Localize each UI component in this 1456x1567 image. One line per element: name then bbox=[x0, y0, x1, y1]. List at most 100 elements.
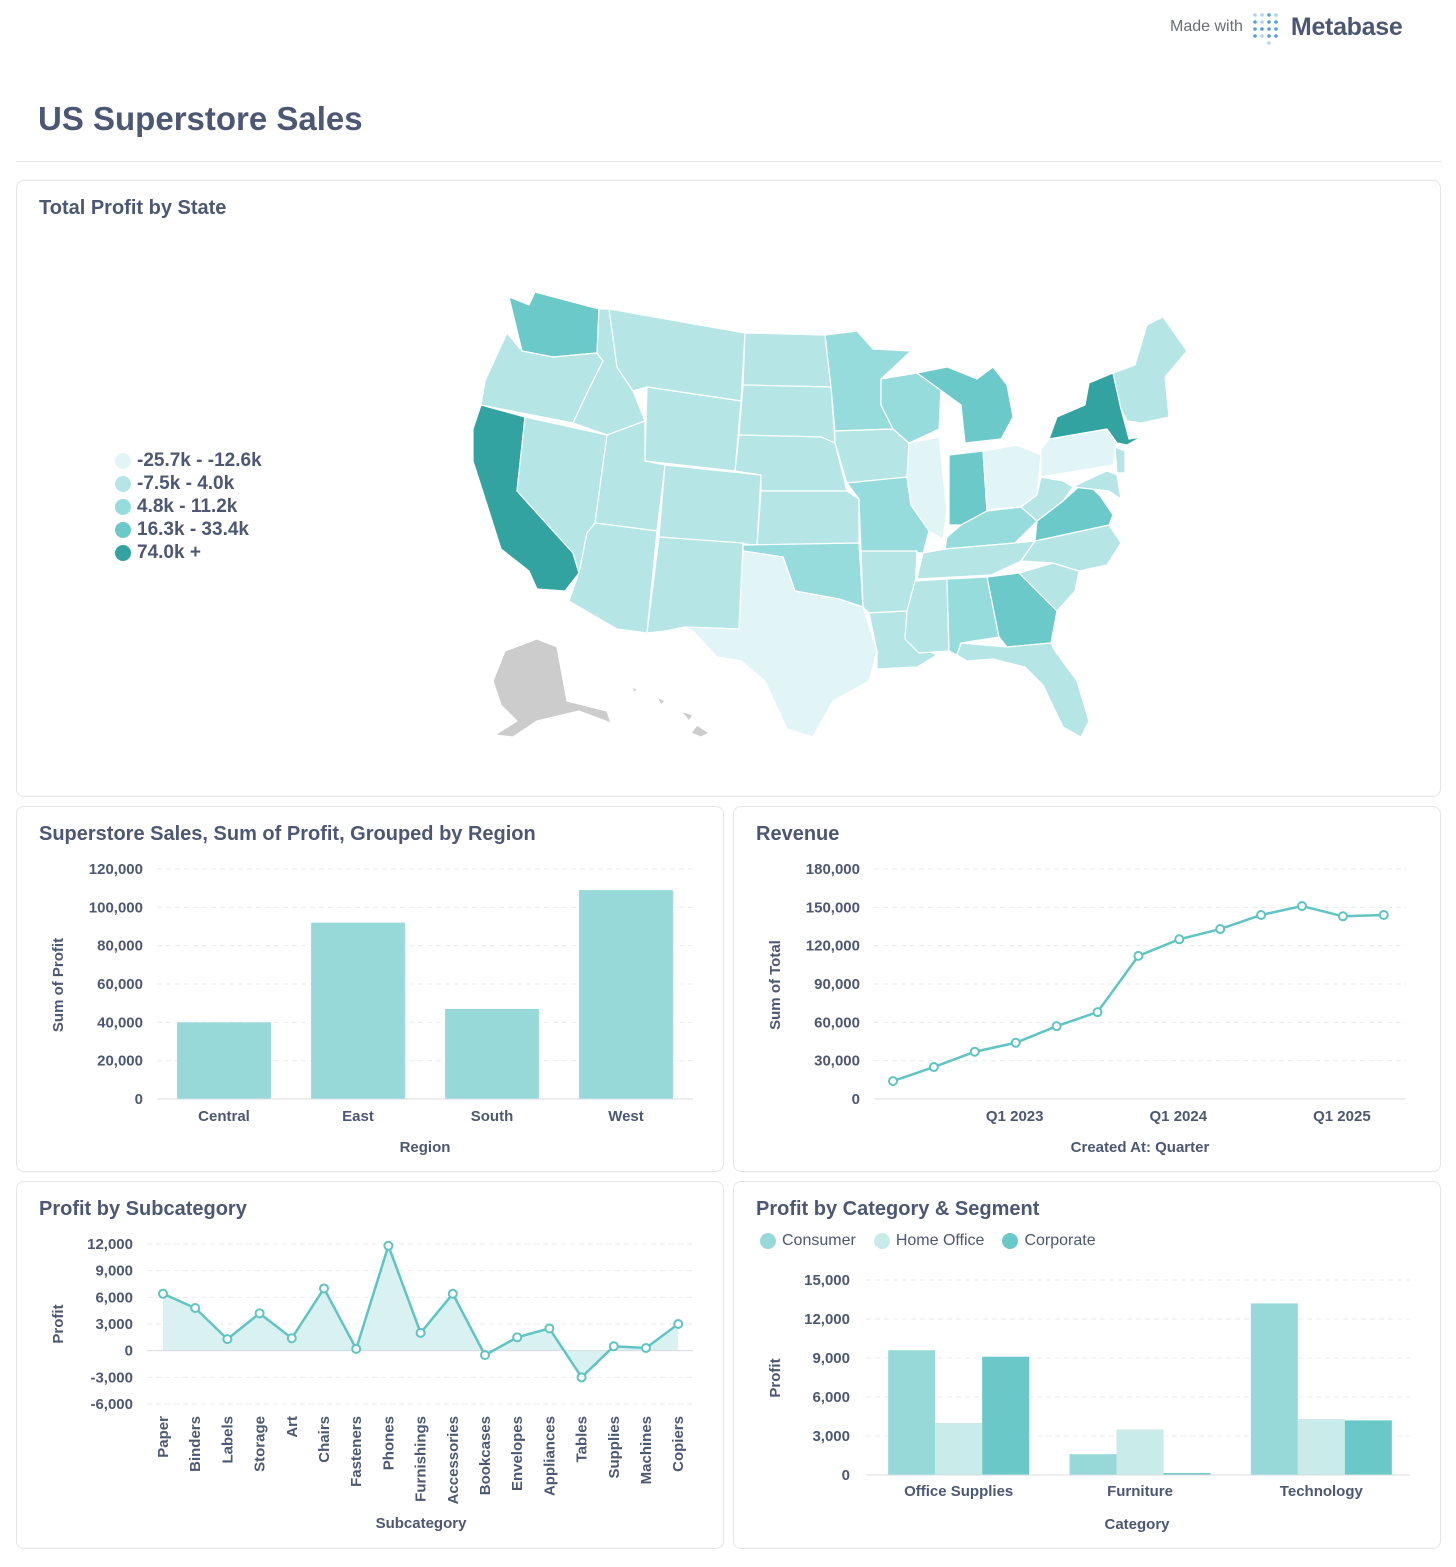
data-point[interactable] bbox=[319, 1283, 329, 1294]
card-profit-by-region[interactable]: Superstore Sales, Sum of Profit, Grouped… bbox=[16, 806, 724, 1172]
state-AZ[interactable] bbox=[568, 522, 658, 634]
card-title[interactable]: Revenue bbox=[756, 823, 840, 845]
y-tick-label: 120,000 bbox=[89, 861, 143, 878]
card-title[interactable]: Profit by Subcategory bbox=[39, 1198, 247, 1220]
data-point[interactable] bbox=[928, 1062, 939, 1073]
data-point[interactable] bbox=[576, 1372, 587, 1383]
data-point[interactable] bbox=[480, 1350, 490, 1361]
state-WA[interactable] bbox=[508, 291, 600, 358]
data-point[interactable] bbox=[888, 1076, 898, 1087]
state-IL[interactable] bbox=[906, 436, 948, 540]
data-point[interactable] bbox=[1297, 901, 1307, 912]
bar-corporate[interactable] bbox=[982, 1356, 1030, 1475]
legend-dot bbox=[1002, 1233, 1019, 1249]
data-point[interactable] bbox=[544, 1323, 555, 1334]
x-tick-label: Chairs bbox=[316, 1416, 333, 1463]
bar-south[interactable] bbox=[445, 1008, 539, 1099]
bar-consumer[interactable] bbox=[1069, 1454, 1117, 1475]
card-title[interactable]: Profit by Category & Segment bbox=[756, 1198, 1040, 1220]
title-divider bbox=[16, 161, 1442, 162]
bar-west[interactable] bbox=[579, 890, 673, 1099]
data-point[interactable] bbox=[512, 1332, 523, 1343]
state-SC[interactable] bbox=[1018, 562, 1080, 612]
legend-label: 4.8k - 11.2k bbox=[137, 495, 238, 517]
state-NM[interactable] bbox=[646, 536, 744, 634]
category-segment-bar-chart: 0 3,000 6,000 9,000 12,000 15,000 Office Suppl… bbox=[767, 1272, 1410, 1533]
x-tick-label: Fasteners bbox=[348, 1416, 365, 1487]
legend-item-corporate[interactable]: Corporate bbox=[1002, 1232, 1096, 1250]
state-CO[interactable] bbox=[658, 464, 762, 546]
data-point[interactable] bbox=[1215, 924, 1226, 935]
bar-corporate[interactable] bbox=[1344, 1420, 1392, 1475]
state-AK[interactable] bbox=[492, 638, 612, 738]
segment-legend: Consumer Home Office Corporate bbox=[760, 1232, 1096, 1250]
map-legend: -25.7k - -12.6k -7.5k - 4.0k 4.8k - 11.2… bbox=[115, 449, 262, 564]
card-revenue[interactable]: Revenue 0 30,000 60,000 90,000 120,000 150,00… bbox=[733, 806, 1441, 1172]
data-point[interactable] bbox=[641, 1343, 651, 1353]
state-MI[interactable] bbox=[916, 366, 1014, 444]
data-point[interactable] bbox=[1092, 1007, 1103, 1018]
state-HI[interactable] bbox=[630, 686, 710, 738]
x-tick-label: West bbox=[608, 1108, 644, 1125]
y-tick-label: 15,000 bbox=[804, 1272, 850, 1289]
card-title[interactable]: Total Profit by State bbox=[39, 197, 227, 219]
map-legend-item: -7.5k - 4.0k bbox=[115, 472, 262, 495]
state-SD[interactable] bbox=[738, 384, 836, 444]
card-total-profit-by-state[interactable]: Total Profit by State -25.7k - -12.6k -7… bbox=[16, 180, 1441, 797]
legend-dot bbox=[115, 544, 131, 561]
legend-label: 16.3k - 33.4k bbox=[137, 518, 249, 540]
data-point[interactable] bbox=[158, 1288, 168, 1299]
bar-east[interactable] bbox=[311, 922, 405, 1099]
data-point[interactable] bbox=[1010, 1037, 1021, 1048]
data-point[interactable] bbox=[383, 1240, 394, 1251]
data-point[interactable] bbox=[1256, 910, 1267, 920]
state-FL[interactable] bbox=[956, 642, 1090, 738]
data-point[interactable] bbox=[1378, 910, 1389, 920]
state-TX[interactable] bbox=[684, 550, 878, 738]
legend-item-home-office[interactable]: Home Office bbox=[873, 1232, 984, 1250]
data-point[interactable] bbox=[1133, 950, 1144, 961]
state-NE-region[interactable] bbox=[1112, 316, 1188, 424]
data-point[interactable] bbox=[222, 1334, 233, 1345]
x-axis-label: Subcategory bbox=[376, 1515, 468, 1532]
data-point[interactable] bbox=[415, 1327, 426, 1338]
data-point[interactable] bbox=[969, 1046, 980, 1057]
data-point[interactable] bbox=[254, 1308, 265, 1319]
state-MD-DE-NJ[interactable] bbox=[1072, 446, 1126, 500]
state-WV[interactable] bbox=[1020, 476, 1074, 522]
data-point[interactable] bbox=[190, 1303, 201, 1313]
data-point[interactable] bbox=[286, 1333, 297, 1344]
state-IA[interactable] bbox=[834, 428, 910, 484]
card-profit-by-subcategory[interactable]: Profit by Subcategory -6,000 -3,000 0 3,000… bbox=[16, 1181, 724, 1549]
data-point[interactable] bbox=[1174, 934, 1185, 945]
legend-item-consumer[interactable]: Consumer bbox=[760, 1232, 856, 1250]
x-tick-label: East bbox=[342, 1108, 374, 1125]
data-point[interactable] bbox=[351, 1343, 362, 1354]
data-point[interactable] bbox=[1051, 1021, 1062, 1032]
bar-central[interactable] bbox=[177, 1022, 271, 1099]
state-WY[interactable] bbox=[644, 386, 742, 472]
made-with-metabase[interactable]: Made with Metabase bbox=[1170, 8, 1403, 46]
data-point[interactable] bbox=[1337, 911, 1348, 922]
x-tick-label: Copiers bbox=[670, 1416, 687, 1472]
state-KS[interactable] bbox=[756, 490, 860, 546]
data-point[interactable] bbox=[447, 1288, 458, 1299]
legend-dot bbox=[873, 1233, 890, 1249]
state-NY[interactable] bbox=[1048, 372, 1142, 446]
x-axis-label: Category bbox=[1104, 1516, 1170, 1533]
legend-dot bbox=[115, 452, 131, 469]
data-point[interactable] bbox=[673, 1319, 684, 1329]
bar-consumer[interactable] bbox=[888, 1350, 936, 1475]
bar-corporate[interactable] bbox=[1163, 1473, 1211, 1475]
card-profit-by-category-segment[interactable]: Profit by Category & Segment Consumer Ho… bbox=[733, 1181, 1441, 1549]
bar-home-office[interactable] bbox=[935, 1423, 983, 1475]
legend-dot bbox=[115, 498, 131, 515]
y-tick-label: 3,000 bbox=[95, 1316, 133, 1333]
state-ND[interactable] bbox=[742, 332, 832, 388]
bar-consumer[interactable] bbox=[1250, 1303, 1298, 1475]
bar-home-office[interactable] bbox=[1297, 1419, 1345, 1475]
bar-home-office[interactable] bbox=[1116, 1429, 1164, 1476]
card-title[interactable]: Superstore Sales, Sum of Profit, Grouped… bbox=[39, 823, 536, 845]
data-point[interactable] bbox=[608, 1341, 619, 1352]
us-state-map[interactable] bbox=[17, 181, 1442, 798]
